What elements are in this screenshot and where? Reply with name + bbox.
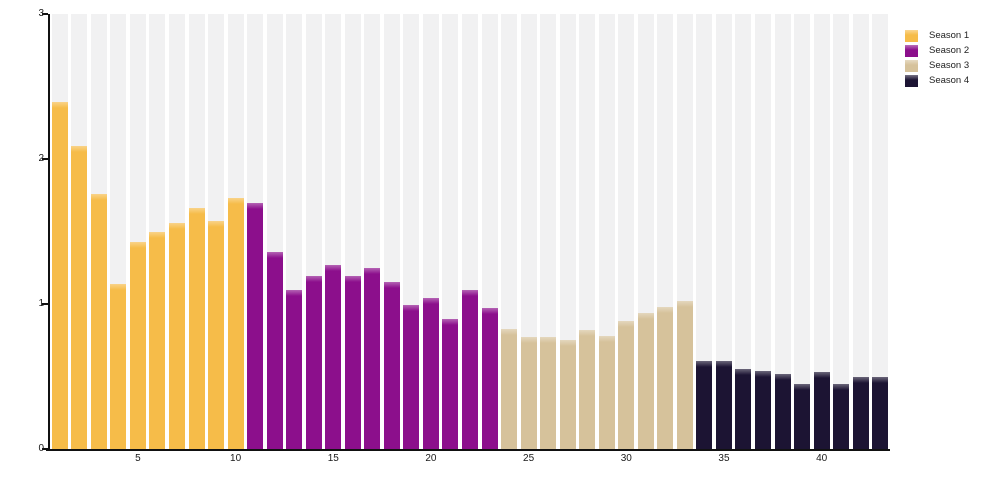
y-tick-mark-0: [42, 448, 48, 450]
background-band: [735, 14, 752, 449]
bar-episode-34: [696, 360, 713, 449]
x-tick-label-25: 25: [523, 453, 535, 464]
x-axis-line: [46, 449, 890, 451]
bar-episode-37: [755, 370, 772, 449]
bar-episode-19: [403, 305, 420, 449]
y-tick-label-2: 2: [38, 153, 44, 164]
legend-label: Season 1: [929, 30, 970, 41]
bar-episode-42: [852, 376, 869, 449]
bar-episode-11: [247, 202, 264, 449]
y-tick-label-0: 0: [38, 443, 44, 454]
bar-episode-33: [676, 301, 693, 449]
background-band: [774, 14, 791, 449]
bar-episode-24: [501, 328, 518, 449]
legend-label: Season 3: [929, 60, 970, 71]
background-band: [813, 14, 830, 449]
legend-row-1: Season 1: [905, 29, 969, 42]
bar-episode-25: [520, 337, 537, 449]
bar-episode-10: [227, 198, 244, 449]
bar-episode-29: [598, 335, 615, 449]
bar-episode-20: [422, 298, 439, 449]
y-tick-label-3: 3: [38, 8, 44, 19]
legend: Season 1 Season 2 Season 3 Season 4: [905, 29, 969, 89]
background-band: [696, 14, 713, 449]
bar-episode-43: [872, 376, 889, 449]
y-tick-label-1: 1: [38, 298, 44, 309]
x-tick-label-20: 20: [425, 453, 437, 464]
bar-episode-36: [735, 369, 752, 449]
bar-episode-13: [286, 289, 303, 449]
bar-episode-41: [833, 383, 850, 449]
legend-row-3: Season 3: [905, 59, 969, 72]
bar-episode-7: [168, 222, 185, 449]
bar-episode-8: [188, 208, 205, 449]
bar-episode-15: [325, 264, 342, 449]
x-tick-label-30: 30: [620, 453, 632, 464]
y-tick-mark-3: [42, 13, 48, 15]
bar-episode-16: [344, 276, 361, 449]
bar-episode-6: [149, 231, 166, 449]
legend-row-4: Season 4: [905, 74, 969, 87]
x-tick-label-10: 10: [230, 453, 242, 464]
x-tick-label-40: 40: [816, 453, 828, 464]
bar-episode-32: [657, 306, 674, 449]
y-tick-mark-1: [42, 303, 48, 305]
background-band: [794, 14, 811, 449]
bar-episode-18: [383, 282, 400, 449]
bar-episode-12: [266, 251, 283, 449]
legend-swatch-icon: [905, 74, 918, 87]
background-band: [755, 14, 772, 449]
y-axis-line: [48, 14, 50, 449]
x-tick-label-5: 5: [135, 453, 141, 464]
legend-row-2: Season 2: [905, 44, 969, 57]
bar-episode-22: [462, 289, 478, 449]
legend-swatch-icon: [905, 59, 918, 72]
x-tick-label-15: 15: [327, 453, 339, 464]
legend-label: Season 2: [929, 45, 970, 56]
bar-episode-14: [305, 276, 322, 449]
bar-episode-31: [637, 312, 654, 449]
bar-episode-23: [481, 308, 498, 449]
bar-episode-38: [774, 373, 791, 449]
bar-episode-17: [364, 267, 381, 449]
background-band: [872, 14, 889, 449]
plot-area: 0 1 2 3 5 10 15 20 25 30 35 40: [38, 9, 890, 464]
bar-episode-1: [51, 102, 68, 449]
legend-label: Season 4: [929, 75, 970, 86]
background-band: [715, 14, 732, 449]
bar-episode-35: [715, 360, 732, 449]
background-band: [852, 14, 869, 449]
bar-episode-9: [208, 221, 225, 449]
bar-episode-5: [129, 241, 146, 449]
y-tick-mark-2: [42, 158, 48, 160]
bar-episode-21: [442, 318, 459, 449]
background-band: [833, 14, 850, 449]
bar-episode-39: [794, 383, 811, 449]
bar-episode-27: [559, 340, 576, 449]
bar-episode-40: [813, 372, 830, 449]
bar-episode-30: [618, 321, 635, 449]
legend-swatch-icon: [905, 29, 918, 42]
bar-episode-2: [71, 145, 88, 449]
x-tick-label-35: 35: [718, 453, 730, 464]
bar-episode-4: [110, 283, 127, 449]
bar-episode-26: [540, 337, 557, 449]
bar-episode-3: [90, 193, 107, 449]
legend-swatch-icon: [905, 44, 918, 57]
bar-episode-28: [579, 330, 596, 449]
